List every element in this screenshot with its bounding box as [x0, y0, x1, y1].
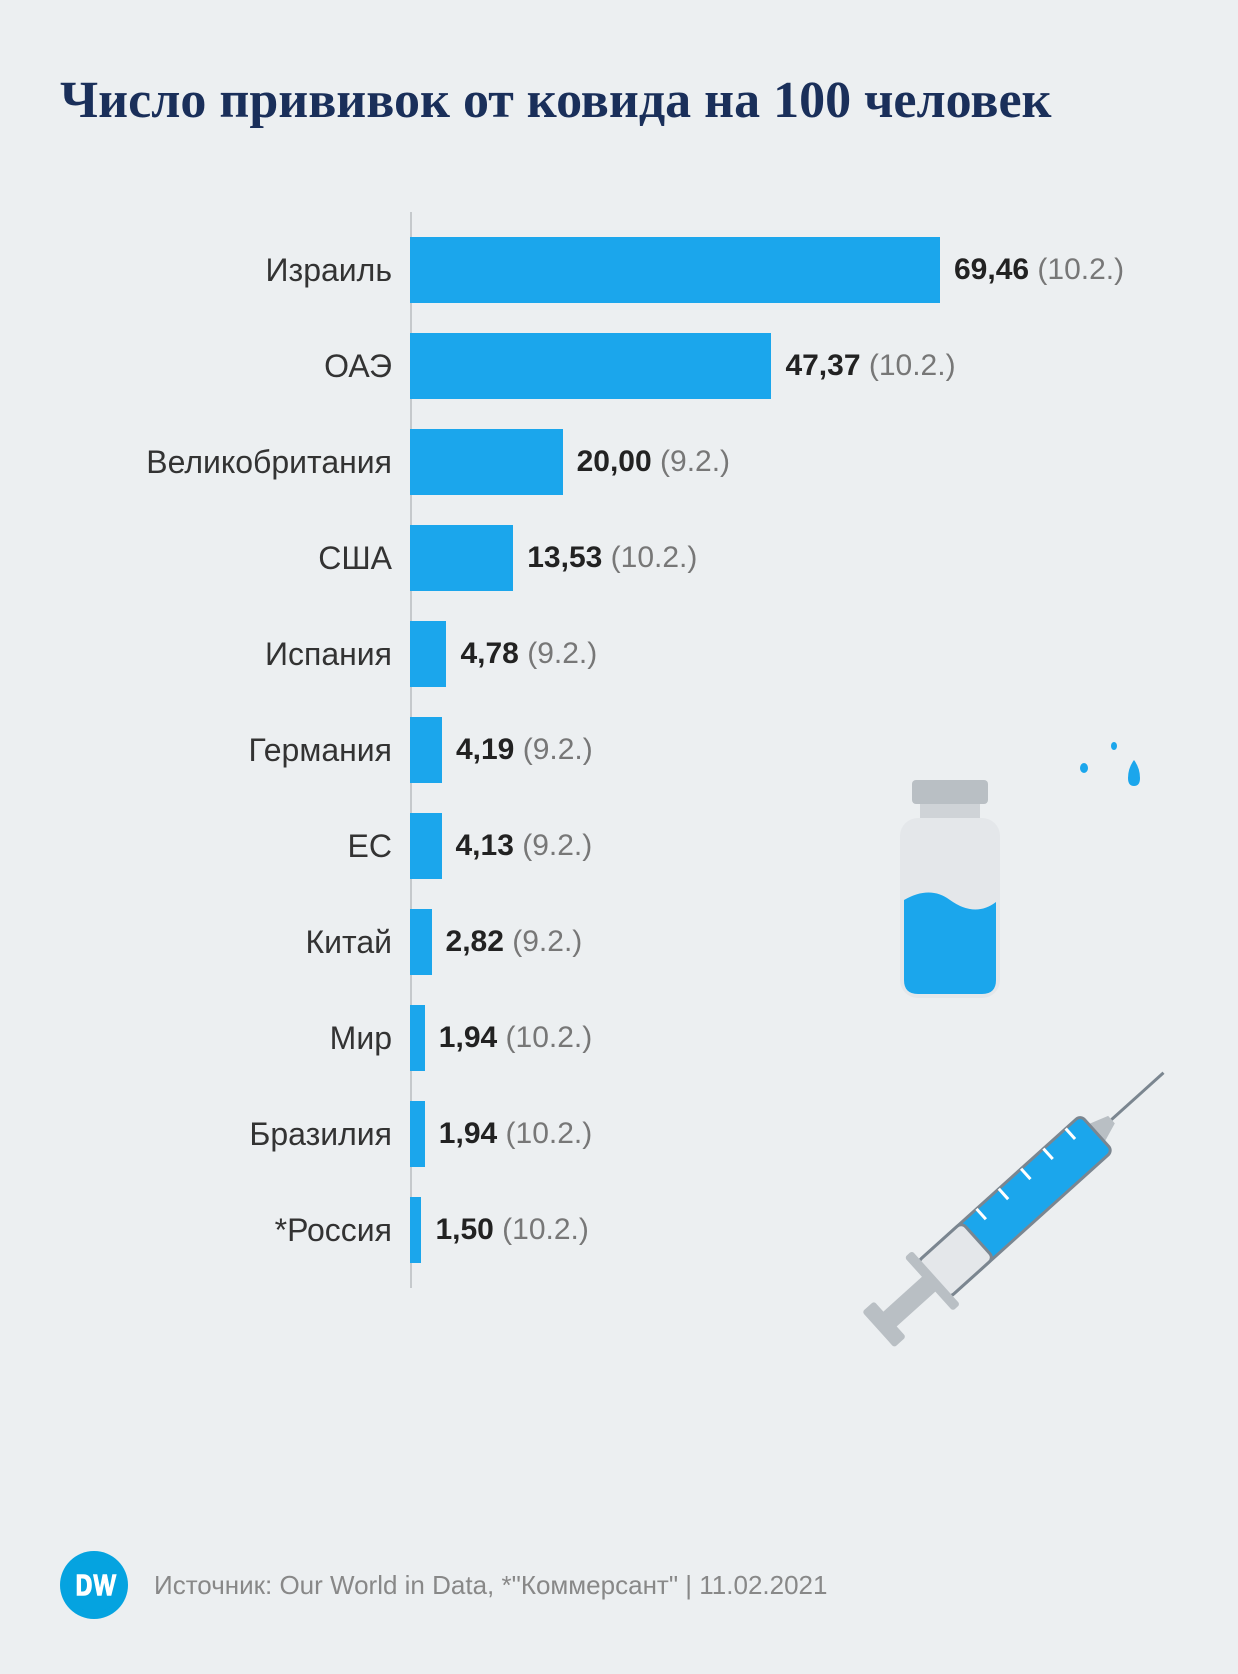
bar-value: 13,53 — [527, 541, 610, 574]
bar-date: (9.2.) — [512, 925, 582, 958]
bar-value-wrap: 4,78 (9.2.) — [460, 637, 597, 671]
bar-value-wrap: 1,50 (10.2.) — [435, 1213, 588, 1247]
bar-row: Израиль 69,46 (10.2.) — [60, 222, 1178, 318]
bar-date: (10.2.) — [506, 1021, 593, 1054]
bar-value: 47,37 — [785, 349, 868, 382]
bar-row: Бразилия 1,94 (10.2.) — [60, 1086, 1178, 1182]
bar — [410, 1197, 421, 1263]
footer: Источник: Our World in Data, *"Коммерсан… — [60, 1551, 1178, 1619]
bar-label: Германия — [60, 732, 410, 769]
bar-row: Китай 2,82 (9.2.) — [60, 894, 1178, 990]
bar-label: Бразилия — [60, 1116, 410, 1153]
bar-label: США — [60, 540, 410, 577]
bar-area: 69,46 (10.2.) — [410, 222, 1178, 318]
bar — [410, 333, 771, 399]
source-text: Источник: Our World in Data, *"Коммерсан… — [154, 1570, 827, 1601]
bar-row: ОАЭ 47,37 (10.2.) — [60, 318, 1178, 414]
bar-value-wrap: 69,46 (10.2.) — [954, 253, 1124, 287]
bar-area: 1,94 (10.2.) — [410, 990, 1178, 1086]
bar-row: Германия 4,19 (9.2.) — [60, 702, 1178, 798]
bar-date: (10.2.) — [1037, 253, 1124, 286]
bar-value: 1,94 — [439, 1021, 506, 1054]
bar-area: 1,50 (10.2.) — [410, 1182, 1178, 1278]
bar-area: 4,19 (9.2.) — [410, 702, 1178, 798]
bar-chart: Израиль 69,46 (10.2.) ОАЭ 47,37 (10.2.) Вели… — [60, 222, 1178, 1278]
bar-area: 4,78 (9.2.) — [410, 606, 1178, 702]
bar-value-wrap: 4,13 (9.2.) — [456, 829, 593, 863]
bar-date: (10.2.) — [611, 541, 698, 574]
bar-label: Мир — [60, 1020, 410, 1057]
bar-label: Испания — [60, 636, 410, 673]
bar — [410, 1005, 425, 1071]
bar-date: (10.2.) — [869, 349, 956, 382]
bar-date: (9.2.) — [527, 637, 597, 670]
bar-value-wrap: 13,53 (10.2.) — [527, 541, 697, 575]
bar-row: ЕС 4,13 (9.2.) — [60, 798, 1178, 894]
bar-area: 20,00 (9.2.) — [410, 414, 1178, 510]
bar — [410, 525, 513, 591]
bar-label: Израиль — [60, 252, 410, 289]
bar-value-wrap: 20,00 (9.2.) — [577, 445, 730, 479]
bar — [410, 237, 940, 303]
bar — [410, 1101, 425, 1167]
bar-area: 1,94 (10.2.) — [410, 1086, 1178, 1182]
bar-label: Китай — [60, 924, 410, 961]
bar-value: 2,82 — [446, 925, 513, 958]
bar-row: Мир 1,94 (10.2.) — [60, 990, 1178, 1086]
bar-value-wrap: 47,37 (10.2.) — [785, 349, 955, 383]
bar-value: 4,78 — [460, 637, 527, 670]
bar — [410, 813, 442, 879]
bar — [410, 909, 432, 975]
bar-value: 20,00 — [577, 445, 660, 478]
bar-value: 1,94 — [439, 1117, 506, 1150]
bar-date: (9.2.) — [522, 829, 592, 862]
bar-label: ЕС — [60, 828, 410, 865]
bar-date: (9.2.) — [523, 733, 593, 766]
bar-value: 1,50 — [435, 1213, 502, 1246]
bar-row: США 13,53 (10.2.) — [60, 510, 1178, 606]
bar — [410, 621, 446, 687]
bar-label: ОАЭ — [60, 348, 410, 385]
bar-area: 13,53 (10.2.) — [410, 510, 1178, 606]
bar-value-wrap: 1,94 (10.2.) — [439, 1021, 592, 1055]
dw-logo — [60, 1551, 128, 1619]
bar-area: 2,82 (9.2.) — [410, 894, 1178, 990]
bar-value-wrap: 4,19 (9.2.) — [456, 733, 593, 767]
bar-value: 4,13 — [456, 829, 523, 862]
bar-value-wrap: 2,82 (9.2.) — [446, 925, 583, 959]
bar-value: 69,46 — [954, 253, 1037, 286]
bar-row: *Россия 1,50 (10.2.) — [60, 1182, 1178, 1278]
chart-title: Число прививок от ковида на 100 человек — [60, 70, 1178, 132]
bar-row: Испания 4,78 (9.2.) — [60, 606, 1178, 702]
bar-date: (10.2.) — [502, 1213, 589, 1246]
bar — [410, 717, 442, 783]
bar-label: Великобритания — [60, 444, 410, 481]
bar — [410, 429, 563, 495]
bar-date: (10.2.) — [506, 1117, 593, 1150]
bar-date: (9.2.) — [660, 445, 730, 478]
bar-value: 4,19 — [456, 733, 523, 766]
bar-label: *Россия — [60, 1212, 410, 1249]
bar-area: 47,37 (10.2.) — [410, 318, 1178, 414]
bar-value-wrap: 1,94 (10.2.) — [439, 1117, 592, 1151]
bar-row: Великобритания 20,00 (9.2.) — [60, 414, 1178, 510]
bar-area: 4,13 (9.2.) — [410, 798, 1178, 894]
